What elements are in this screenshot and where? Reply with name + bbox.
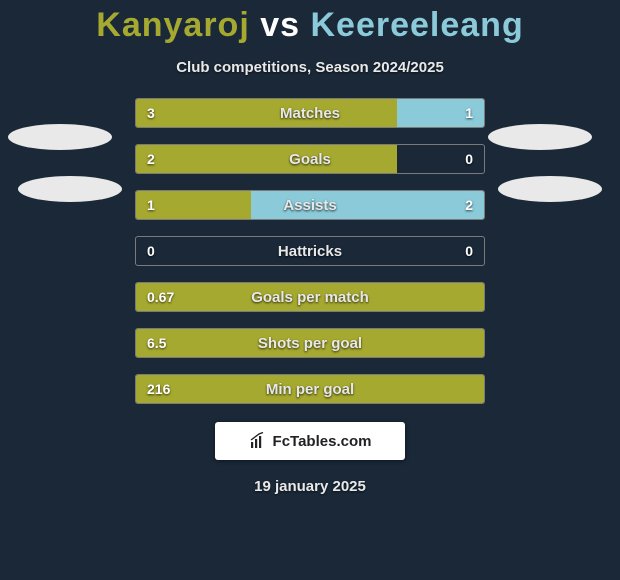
- comparison-title: Kanyaroj vs Keereeleang: [0, 0, 620, 45]
- stat-row: 6.5Shots per goal: [135, 328, 485, 358]
- value-player1: 216: [135, 374, 182, 404]
- value-player1: 1: [135, 190, 167, 220]
- bar-player1: [136, 375, 484, 403]
- bar-track: [135, 282, 485, 312]
- player1-name: Kanyaroj: [96, 6, 250, 44]
- value-player2: 1: [453, 98, 485, 128]
- bar-player1: [136, 99, 397, 127]
- bar-track: [135, 144, 485, 174]
- bar-player1: [136, 329, 484, 357]
- chart-icon: [249, 432, 267, 450]
- stat-row: 00Hattricks: [135, 236, 485, 266]
- bar-player1: [136, 283, 484, 311]
- attribution-text: FcTables.com: [273, 433, 372, 450]
- subtitle: Club competitions, Season 2024/2025: [0, 59, 620, 76]
- value-player2: [461, 374, 485, 404]
- value-player2: 2: [453, 190, 485, 220]
- value-player1: 3: [135, 98, 167, 128]
- bar-track: [135, 190, 485, 220]
- stat-row: 20Goals: [135, 144, 485, 174]
- value-player1: 0.67: [135, 282, 186, 312]
- attribution-badge[interactable]: FcTables.com: [215, 422, 405, 460]
- player2-name: Keereeleang: [311, 6, 524, 44]
- snapshot-date: 19 january 2025: [0, 478, 620, 495]
- player-badge-placeholder: [498, 176, 602, 202]
- stat-row: 216Min per goal: [135, 374, 485, 404]
- bar-track: [135, 328, 485, 358]
- value-player2: [461, 282, 485, 312]
- player-badge-placeholder: [488, 124, 592, 150]
- title-vs: vs: [260, 6, 300, 44]
- value-player1: 6.5: [135, 328, 178, 358]
- bar-player2: [251, 191, 484, 219]
- stat-row: 31Matches: [135, 98, 485, 128]
- value-player1: 2: [135, 144, 167, 174]
- bar-player1: [136, 145, 397, 173]
- stat-row: 0.67Goals per match: [135, 282, 485, 312]
- value-player2: [461, 328, 485, 358]
- bar-track: [135, 98, 485, 128]
- value-player2: 0: [453, 144, 485, 174]
- bar-track: [135, 374, 485, 404]
- stat-row: 12Assists: [135, 190, 485, 220]
- value-player1: 0: [135, 236, 167, 266]
- player-badge-placeholder: [8, 124, 112, 150]
- bar-track: [135, 236, 485, 266]
- player-badge-placeholder: [18, 176, 122, 202]
- value-player2: 0: [453, 236, 485, 266]
